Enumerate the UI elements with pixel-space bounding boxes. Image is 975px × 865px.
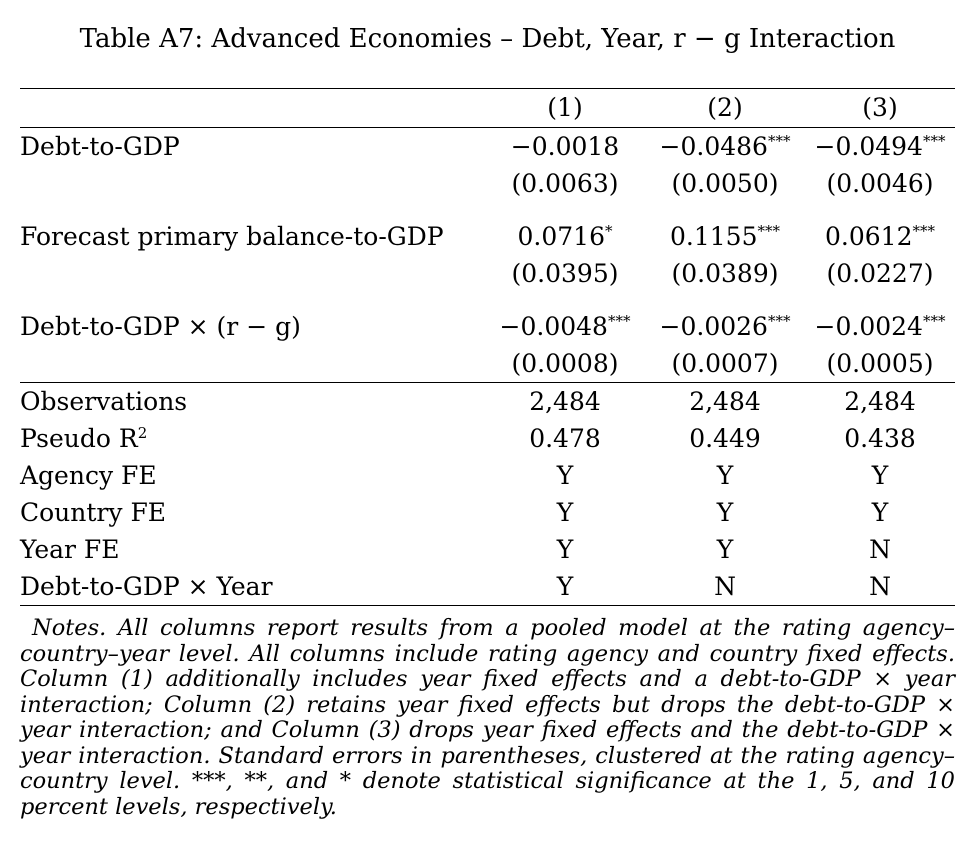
stat-cell: Y [716,535,734,564]
stat-row-pseudo-r2: Pseudo R2 0.478 0.449 0.438 [20,420,955,457]
stat-cell: Y [716,461,734,490]
se-cell: (0.0227) [826,259,934,288]
se-cell: (0.0395) [511,259,619,288]
table-title: Table A7: Advanced Economies – Debt, Yea… [79,24,896,54]
stars: *** [767,312,791,330]
se-cell: (0.0046) [826,169,934,198]
column-header-row: (1) (2) (3) [20,88,955,128]
coef-row-primary-balance: Forecast primary balance-to-GDP 0.0716* … [20,218,955,255]
coef-cell: 0.0716* [485,218,645,255]
header-blank [20,88,485,128]
stat-cell: N [869,535,891,564]
stat-cell: Y [871,461,889,490]
row-label: Debt-to-GDP [20,127,485,165]
coef-cell: 0.1155*** [645,218,805,255]
stars: *** [912,222,935,240]
stat-cell: Y [556,535,574,564]
stars: * [604,222,613,240]
stat-cell: Y [556,498,574,527]
coef-value: −0.0048 [499,312,608,341]
se-cell: (0.0389) [671,259,779,288]
table-notes: Notes. All columns report results from a… [20,615,955,820]
superscript: 2 [137,424,148,442]
se-cell: (0.0050) [671,169,779,198]
coef-row-debt-rg-interaction: Debt-to-GDP × (r − g) −0.0048*** −0.0026… [20,308,955,345]
stars: *** [607,312,631,330]
se-row-debt-rg-interaction: (0.0008) (0.0007) (0.0005) [20,345,955,383]
stat-row-country-fe: Country FE Y Y Y [20,494,955,531]
stat-row-year-fe: Year FE Y Y N [20,531,955,568]
coef-value: −0.0494 [814,132,923,161]
column-header-1: (1) [485,88,645,128]
coef-value: 0.1155 [670,222,758,251]
row-label: Debt-to-GDP × (r − g) [20,312,301,341]
row-label: Year FE [20,535,120,564]
stars: *** [922,312,946,330]
coef-cell: −0.0018 [485,127,645,165]
coef-value: −0.0024 [814,312,923,341]
se-cell: (0.0007) [671,349,779,378]
row-label-text: Pseudo R [20,424,138,453]
row-label: Debt-to-GDP × Year [20,568,485,606]
stat-row-observations: Observations 2,484 2,484 2,484 [20,382,955,420]
stars: *** [767,132,791,150]
column-header-3: (3) [805,88,955,128]
coef-value: −0.0486 [659,132,768,161]
stars: *** [757,222,780,240]
stat-row-agency-fe: Agency FE Y Y Y [20,457,955,494]
coef-cell: 0.0612*** [805,218,955,255]
coef-value: −0.0018 [510,132,620,161]
coef-row-debt: Debt-to-GDP −0.0018 −0.0486*** −0.0494**… [20,127,955,165]
regression-table: (1) (2) (3) Debt-to-GDP −0.0018 −0.0486*… [20,88,955,606]
row-label: Pseudo R2 [20,420,485,457]
coef-value: 0.0716 [517,222,605,251]
se-cell: (0.0063) [511,169,619,198]
stat-cell: 2,484 [645,382,805,420]
row-label: Observations [20,382,485,420]
row-label: Agency FE [20,461,157,490]
row-label: Forecast primary balance-to-GDP [20,222,444,251]
stars: *** [922,132,946,150]
stat-cell: Y [716,498,734,527]
stat-cell: Y [871,498,889,527]
stat-cell: N [645,568,805,606]
coef-cell: −0.0048*** [485,308,645,345]
coef-value: 0.0612 [825,222,913,251]
coef-cell: −0.0494*** [805,127,955,165]
stat-cell: 0.449 [689,424,761,453]
stat-cell: Y [556,461,574,490]
se-cell: (0.0005) [826,349,934,378]
column-header-2: (2) [645,88,805,128]
coef-cell: −0.0024*** [805,308,955,345]
stat-cell: 0.478 [529,424,601,453]
coef-value: −0.0026 [659,312,768,341]
stat-cell: Y [485,568,645,606]
se-row-primary-balance: (0.0395) (0.0389) (0.0227) [20,255,955,292]
stat-cell: 2,484 [805,382,955,420]
stat-cell: 0.438 [844,424,916,453]
coef-cell: −0.0026*** [645,308,805,345]
coef-cell: −0.0486*** [645,127,805,165]
se-cell: (0.0008) [511,349,619,378]
stat-cell: 2,484 [485,382,645,420]
stat-cell: N [805,568,955,606]
row-label: Country FE [20,498,167,527]
stat-row-debt-year: Debt-to-GDP × Year Y N N [20,568,955,606]
se-row-debt: (0.0063) (0.0050) (0.0046) [20,165,955,202]
